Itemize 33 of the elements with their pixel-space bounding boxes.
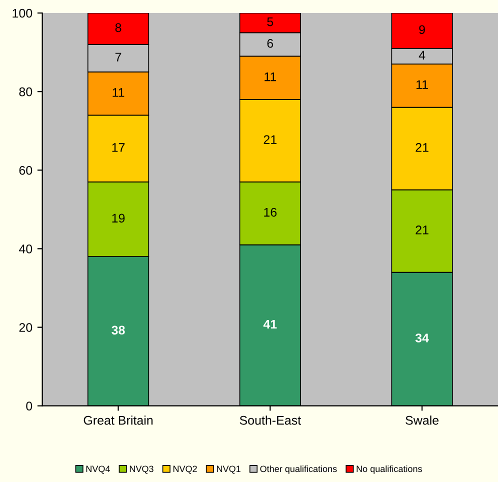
- legend-label: No qualifications: [356, 465, 422, 474]
- data-label: 11: [112, 88, 124, 97]
- data-label: 17: [112, 143, 125, 152]
- x-tick-label: Great Britain: [84, 416, 153, 425]
- data-label: 38: [112, 326, 125, 335]
- data-label: 5: [267, 17, 274, 26]
- x-tick-label: Swale: [406, 416, 439, 425]
- data-label: 34: [415, 334, 429, 342]
- data-label: 11: [416, 80, 428, 89]
- legend-label: NVQ4: [86, 466, 110, 474]
- data-label: 9: [419, 25, 425, 34]
- y-tick-label: 100: [12, 8, 32, 18]
- data-label: 4: [418, 50, 426, 60]
- legend-label: NVQ3: [130, 466, 154, 474]
- x-tick-label: South-East: [240, 416, 301, 425]
- y-tick-label: 0: [26, 402, 32, 410]
- y-tick-label: 80: [19, 87, 32, 96]
- legend-label: NVQ1: [217, 466, 240, 474]
- data-label: 6: [267, 38, 274, 48]
- data-label: 21: [416, 143, 428, 152]
- data-label: 11: [264, 72, 276, 82]
- legend-label: NVQ2: [173, 466, 197, 474]
- y-tick-label: 60: [19, 166, 32, 175]
- data-label: 8: [115, 23, 122, 32]
- data-label: 21: [416, 226, 428, 234]
- data-label: 19: [112, 214, 125, 223]
- data-label: 7: [115, 52, 122, 62]
- legend-label: Other qualifications: [260, 465, 337, 474]
- y-tick-label: 40: [18, 244, 32, 254]
- y-tick-label: 20: [19, 323, 32, 332]
- data-label: 16: [264, 208, 277, 217]
- data-label: 41: [263, 320, 277, 329]
- data-label: 21: [264, 135, 277, 144]
